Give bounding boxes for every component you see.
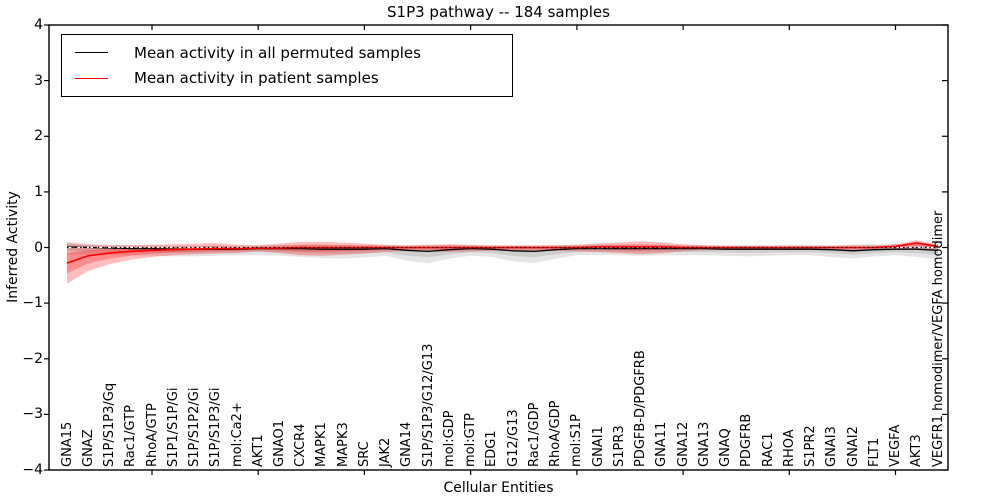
x-tick-label: S1PR2 xyxy=(803,425,818,467)
x-tick-label: PDGFRB xyxy=(739,413,755,467)
x-tick-label: GNA11 xyxy=(654,421,670,467)
x-tick-label: mol:GDP xyxy=(441,410,457,467)
x-tick-label: Rac1/GDP xyxy=(526,402,542,467)
x-tick-label: EDG1 xyxy=(484,430,500,467)
legend-label-patient: Mean activity in patient samples xyxy=(134,69,379,88)
x-tick-label: S1PR3 xyxy=(611,425,627,467)
legend-item-permuted: Mean activity in all permuted samples xyxy=(75,44,512,62)
x-tick-label: GNA12 xyxy=(675,421,691,467)
x-tick-label: G12/G13 xyxy=(505,409,521,467)
y-tick-label: 4 xyxy=(34,17,43,33)
x-tick-label: mol:S1P xyxy=(569,414,585,467)
x-tick-label: GNAI2 xyxy=(845,426,861,467)
x-tick-label: GNAI1 xyxy=(590,426,606,467)
x-tick-label: RhoA/GTP xyxy=(144,403,160,467)
x-tick-label: JAK2 xyxy=(378,437,394,467)
x-tick-label: GNA15 xyxy=(59,421,75,467)
x-tick-label: RHOA xyxy=(781,429,797,467)
x-tick-label: SRC xyxy=(356,441,372,467)
x-tick-label: GNA13 xyxy=(696,421,712,467)
x-tick-label: CXCR4 xyxy=(293,423,309,467)
legend-item-patient: Mean activity in patient samples xyxy=(75,69,512,87)
x-axis-label: Cellular Entities xyxy=(443,480,554,496)
x-tick-label: mol:Ca2+ xyxy=(229,402,245,467)
x-tick-label: GNAZ xyxy=(80,429,96,467)
x-tick-label: GNAO1 xyxy=(271,420,287,467)
x-tick-label: PDGFB-D/PDGFRB xyxy=(633,350,649,467)
x-tick-label: MAPK3 xyxy=(335,422,351,467)
legend: Mean activity in all permuted samples Me… xyxy=(61,34,513,97)
y-tick-label: 3 xyxy=(34,73,43,89)
legend-label-permuted: Mean activity in all permuted samples xyxy=(134,43,421,62)
x-tick-label: Rac1/GTP xyxy=(123,405,139,467)
chart-title: S1P3 pathway -- 184 samples xyxy=(387,3,610,21)
patient-band-inner xyxy=(67,241,938,274)
x-tick-label: RhoA/GDP xyxy=(548,400,564,467)
y-tick-label: −3 xyxy=(22,406,43,422)
patient-band-outer xyxy=(67,240,938,284)
y-tick-label: 2 xyxy=(34,128,43,144)
x-tick-label: RAC1 xyxy=(760,432,776,467)
x-tick-label: GNA14 xyxy=(399,421,415,467)
x-tick-label: VEGFR1 homodimer/VEGFA homodimer xyxy=(930,210,946,467)
x-tick-label: S1P/S1P2/Gi xyxy=(187,387,202,467)
permuted-line-swatch xyxy=(75,52,108,54)
patient-mean-line xyxy=(66,242,939,264)
x-tick-label: GNAI3 xyxy=(824,426,840,467)
y-tick-label: −2 xyxy=(22,351,43,367)
x-tick-label: VEGFA xyxy=(888,424,903,467)
y-tick-label: 1 xyxy=(34,184,43,200)
patient-line-swatch xyxy=(75,77,108,79)
y-tick-label: 0 xyxy=(34,240,43,256)
x-tick-label: S1P/S1P3/G12/G13 xyxy=(420,343,436,467)
x-tick-label: S1P1/S1P/Gi xyxy=(165,387,181,467)
x-tick-label: FLT1 xyxy=(866,437,882,467)
x-tick-label: AKT1 xyxy=(250,434,266,467)
x-tick-label: AKT3 xyxy=(909,434,925,467)
x-tick-label: S1P/S1P3/Gi xyxy=(208,387,224,467)
x-tick-label: mol:GTP xyxy=(463,413,479,467)
y-tick-label: −1 xyxy=(22,295,43,311)
x-tick-label: MAPK1 xyxy=(314,422,330,467)
x-tick-label: S1P/S1P3/Gq xyxy=(102,382,117,467)
y-tick-label: −4 xyxy=(22,462,43,478)
x-tick-label: GNAQ xyxy=(718,428,734,467)
